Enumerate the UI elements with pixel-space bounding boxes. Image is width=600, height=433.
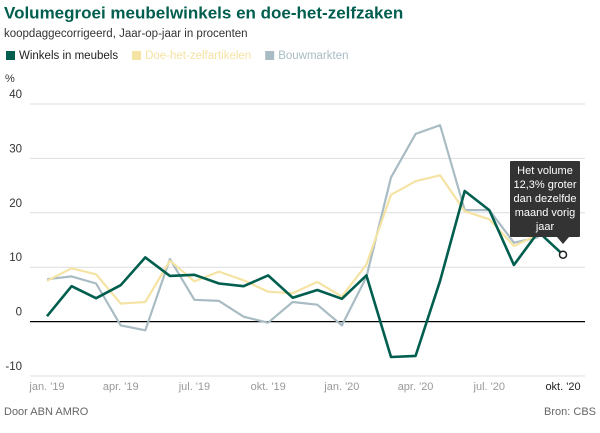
y-tick-label: 30 [9,143,22,155]
series-line [46,124,539,332]
series-line [45,189,564,359]
x-tick-label: okt. '20 [545,381,580,393]
y-tick-label: -10 [5,361,22,373]
y-axis-label: % [5,73,15,85]
legend-swatch [132,51,142,60]
annotation-pointer [557,237,569,244]
legend-label: Bouwmarkten [278,50,348,62]
annotation-text: jaar [535,221,555,233]
legend-swatch [6,51,15,60]
chart-subtitle: koopdaggecorrigeerd, Jaar-op-jaar in pro… [4,28,248,40]
x-tick-label: jul. '20 [473,381,505,393]
x-tick-label: jan. '19 [28,381,64,393]
annotation-text: Het volume [517,165,573,177]
y-tick-label: 40 [9,89,22,101]
annotation-text: dan dezelfde [514,193,577,205]
x-tick-label: okt. '19 [251,381,286,393]
chart-title: Volumegroei meubelwinkels en doe-het-zel… [4,3,403,22]
y-tick-label: 0 [16,307,22,319]
highlight-point [558,250,568,259]
source-left: Door ABN AMRO [4,406,89,418]
source-right: Bron: CBS [544,406,596,418]
x-tick-label: jan. '20 [323,381,359,393]
x-tick-label: apr. '20 [398,381,434,393]
legend-label: Doe-het-zelfartikelen [145,50,251,62]
legend-swatch [265,51,275,60]
annotation-text: maand vorig [515,207,576,219]
legend-label: Winkels in meubels [19,50,118,62]
annotation-text: 12,3% groter [514,179,577,191]
series-line [46,174,539,305]
y-tick-label: 20 [9,198,22,210]
y-tick-label: 10 [9,252,22,264]
x-tick-label: jul. '19 [178,381,210,393]
x-tick-label: apr. '19 [103,381,139,393]
annotation-box [510,161,580,237]
